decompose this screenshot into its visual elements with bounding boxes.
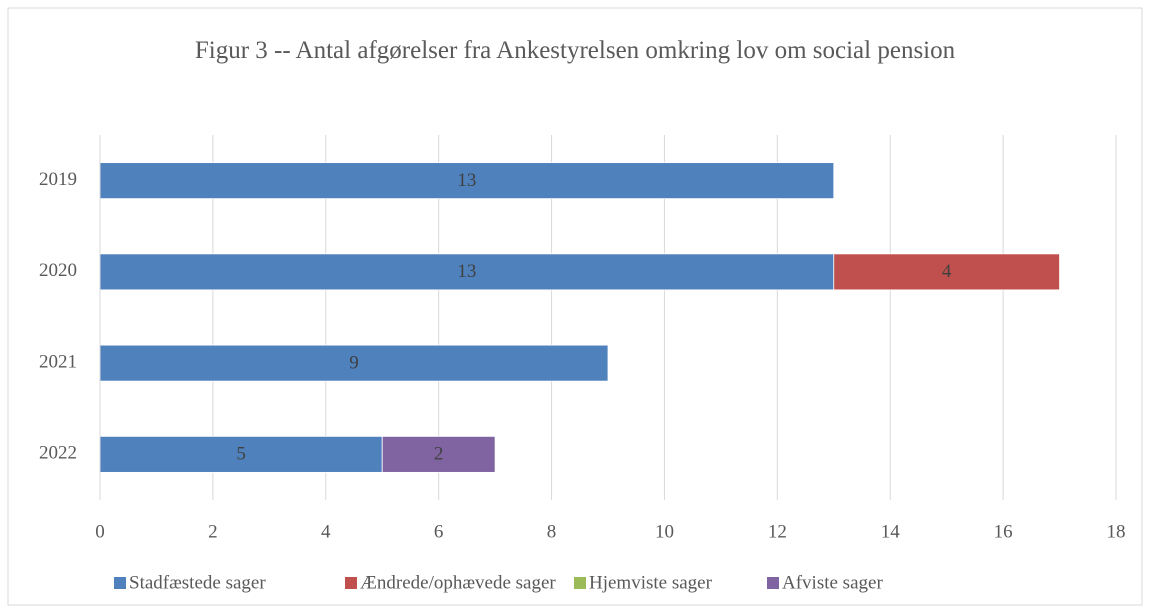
y-tick-label: 2019: [39, 169, 77, 190]
data-label: 2: [434, 444, 444, 465]
bar-segment: [381, 435, 496, 473]
legend-swatch: [114, 577, 126, 589]
legend-swatch: [574, 577, 586, 589]
x-tick-label: 2: [208, 521, 218, 542]
x-tick-label: 18: [1107, 521, 1126, 542]
x-tick-label: 16: [994, 521, 1013, 542]
x-tick-label: 8: [547, 521, 557, 542]
y-tick-label: 2022: [39, 443, 77, 464]
x-tick-label: 4: [321, 521, 331, 542]
legend-label: Hjemviste sager: [589, 572, 713, 593]
x-tick-label: 12: [768, 521, 787, 542]
legend-label: Stadfæstede sager: [129, 572, 266, 593]
data-label: 9: [349, 352, 359, 373]
data-label: 5: [236, 444, 246, 465]
data-label: 13: [457, 170, 476, 191]
x-tick-label: 6: [434, 521, 444, 542]
legend-swatch: [767, 577, 779, 589]
data-label: 4: [942, 261, 952, 282]
data-label: 13: [457, 261, 476, 282]
x-tick-label: 14: [881, 521, 901, 542]
y-tick-label: 2021: [39, 351, 77, 372]
x-tick-label: 10: [655, 521, 674, 542]
legend-label: Ændrede/ophævede sager: [360, 572, 556, 593]
x-tick-label: 0: [95, 521, 105, 542]
chart-border: [7, 7, 1143, 606]
legend-swatch: [345, 577, 357, 589]
y-tick-label: 2020: [39, 260, 77, 281]
legend-label: Afviste sager: [782, 572, 883, 593]
chart-title: Figur 3 -- Antal afgørelser fra Ankestyr…: [194, 37, 956, 64]
bar-segment: [833, 253, 1060, 291]
bar-segment: [99, 162, 835, 200]
